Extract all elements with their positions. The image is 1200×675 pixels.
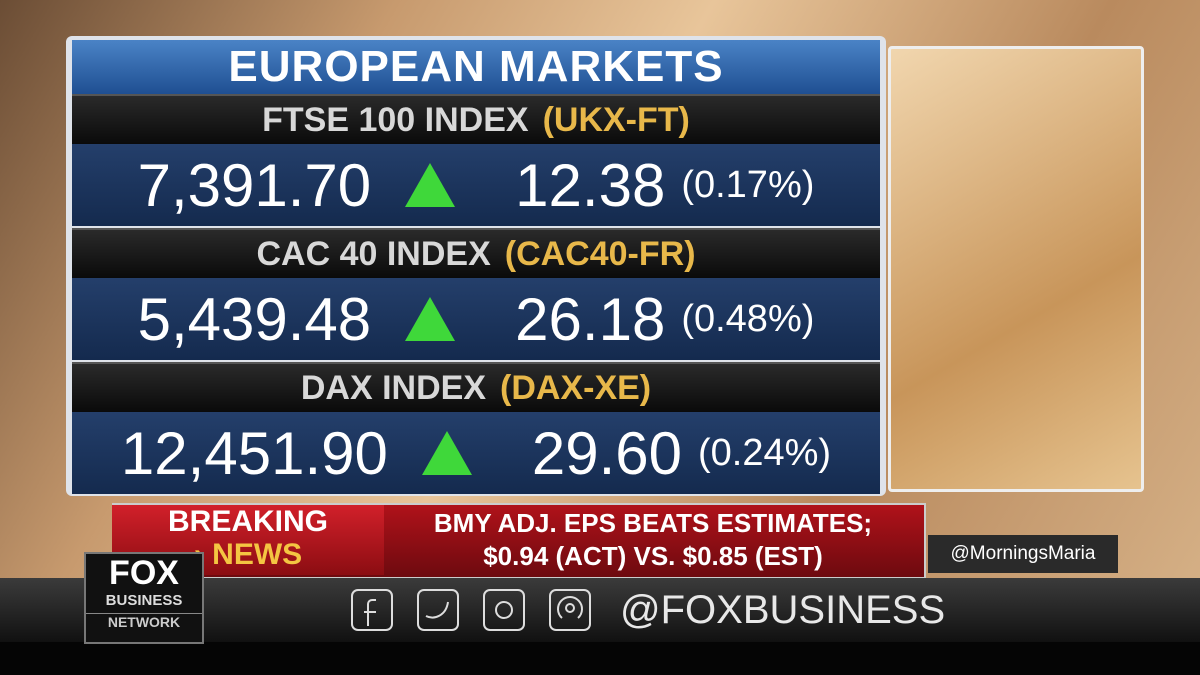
headline: BMY ADJ. EPS BEATS ESTIMATES; $0.94 (ACT… xyxy=(386,505,920,577)
index-percent: (0.17%) xyxy=(681,163,815,206)
logo-line: BUSINESS xyxy=(105,592,183,609)
social-icons xyxy=(351,589,591,631)
network-logo: FOX BUSINESS NETWORK xyxy=(84,552,204,644)
index-change: 29.60 xyxy=(531,419,683,487)
background-photo xyxy=(888,46,1144,492)
index-change: 12.38 xyxy=(515,151,666,219)
footer xyxy=(0,642,1200,675)
index-symbol: (UKX-FT) xyxy=(542,100,690,139)
index-value: 12,451.90 xyxy=(120,419,388,487)
breaking-top: BREAKING xyxy=(167,505,328,538)
up-arrow xyxy=(405,163,456,207)
index-name-bar: FTSE 100 INDEX (UKX-FT) xyxy=(72,94,880,144)
index-name-bar: CAC 40 INDEX (CAC40-FR) xyxy=(72,228,880,278)
index-symbol: (CAC40-FR) xyxy=(504,234,696,273)
headline-line: BMY ADJ. EPS BEATS ESTIMATES; xyxy=(433,508,873,538)
index-name: CAC 40 INDEX xyxy=(256,234,491,273)
index-percent: (0.48%) xyxy=(681,297,815,340)
index-name-bar: DAX INDEX (DAX-XE) xyxy=(72,362,880,412)
breaking-bottom: NEWS xyxy=(212,538,303,571)
markets-panel: EUROPEAN MARKETS FTSE 100 INDEX (UKX-FT) 7… xyxy=(66,36,886,496)
index-value-bar: 7,391.70 12.38 (0.17%) xyxy=(72,144,880,226)
index-percent: (0.24%) xyxy=(698,431,832,474)
logo-line: FOX xyxy=(109,554,179,592)
index-value: 5,439.48 xyxy=(137,285,372,353)
show-handle: @MorningsMaria xyxy=(928,535,1118,573)
index-name: FTSE 100 INDEX xyxy=(262,100,529,139)
index-value: 7,391.70 xyxy=(137,151,372,219)
index-value-bar: 5,439.48 26.18 (0.48%) xyxy=(72,278,880,360)
index-symbol: (DAX-XE) xyxy=(500,368,652,407)
panel-title: EUROPEAN MARKETS xyxy=(72,40,880,94)
index-value-bar: 12,451.90 29.60 (0.24%) xyxy=(72,412,880,494)
up-arrow xyxy=(405,297,456,341)
index-change: 26.18 xyxy=(515,285,666,353)
logo-line: NETWORK xyxy=(86,613,202,630)
up-arrow xyxy=(421,431,472,475)
index-name: DAX INDEX xyxy=(300,368,487,407)
headline-line: $0.94 (ACT) VS. $0.85 (EST) xyxy=(483,541,823,571)
social-handle: @FOXBUSINESS xyxy=(620,588,946,632)
